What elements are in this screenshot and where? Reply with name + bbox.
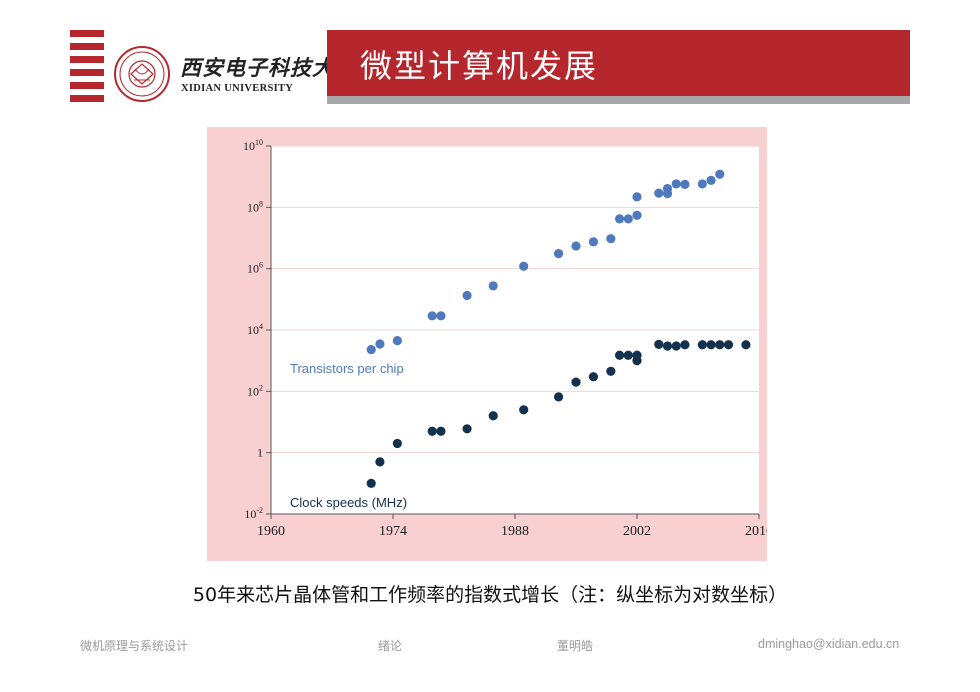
y-tick-exponent: 10 <box>255 138 263 147</box>
stripe <box>70 95 104 102</box>
stripe <box>70 82 104 89</box>
y-tick-label: 108 <box>247 199 263 214</box>
clock-speed-data-point <box>623 350 633 360</box>
footer-course: 微机原理与系统设计 <box>80 639 189 653</box>
clock-speed-data-point <box>706 340 716 350</box>
y-tick-label: 10-2 <box>244 506 263 521</box>
x-tick-labels: 1960 1974 1988 2002 2016 <box>257 524 767 539</box>
university-seal-logo <box>114 46 170 102</box>
transistor-data-point <box>632 192 642 202</box>
transistor-data-point <box>715 169 725 179</box>
transistor-data-point <box>427 311 437 321</box>
clock-speed-data-point <box>462 424 472 434</box>
y-tick-exponent: 4 <box>259 322 263 331</box>
series-label-transistors: Transistors per chip <box>290 361 404 376</box>
y-tick-label: 102 <box>247 383 263 398</box>
footer-author: 董明皓 <box>557 639 594 653</box>
clock-speed-data-point <box>519 405 529 415</box>
stripe <box>70 69 104 76</box>
clock-speed-data-point <box>553 392 564 402</box>
clock-speed-data-point <box>697 340 707 350</box>
clock-speed-data-point <box>571 377 581 387</box>
clock-speed-data-point <box>671 341 681 351</box>
stripe <box>70 30 104 37</box>
clock-speed-data-point <box>715 340 725 350</box>
transistor-data-point <box>519 261 529 271</box>
transistor-data-point <box>392 336 402 346</box>
clock-speed-data-point <box>606 366 616 376</box>
x-tick-label: 2016 <box>745 524 767 539</box>
y-tick-label: 104 <box>247 322 263 337</box>
y-tick-label: 1010 <box>243 138 263 153</box>
transistor-data-point <box>436 311 446 321</box>
stripe <box>70 43 104 50</box>
x-tick-label: 1960 <box>257 524 285 539</box>
grid-lines <box>271 145 759 454</box>
transistor-data-point <box>366 344 376 355</box>
axes <box>266 145 760 519</box>
clock-speed-data-point <box>614 350 625 360</box>
clock-speed-data-point <box>366 478 376 488</box>
clock-speed-data-point <box>436 426 446 436</box>
university-name-cn: 西安电子科技大学 <box>180 55 356 80</box>
university-name-en: XIDIAN UNIVERSITY <box>181 83 294 94</box>
y-tick-exponent: 8 <box>259 199 263 208</box>
transistor-data-point <box>654 188 664 198</box>
stripe <box>70 56 104 63</box>
clock-speed-data-point <box>741 340 751 350</box>
y-tick-label: 106 <box>247 261 263 276</box>
transistor-data-point <box>462 290 472 301</box>
transistor-data-point <box>680 179 690 189</box>
figure-caption: 50年来芯片晶体管和工作频率的指数式增长（注：纵坐标为对数坐标） <box>192 584 788 606</box>
transistor-data-point <box>375 339 385 349</box>
footer-chapter: 绪论 <box>378 639 403 653</box>
transistor-data-point <box>606 234 616 244</box>
transistor-data-point <box>662 183 673 194</box>
data-points <box>366 169 751 488</box>
clock-speed-data-point <box>662 341 673 351</box>
clock-speed-data-point <box>588 372 599 382</box>
transistor-data-point <box>697 179 707 189</box>
transistor-data-point <box>488 281 498 291</box>
series-label-clock-speeds: Clock speeds (MHz) <box>290 495 407 510</box>
clock-speed-data-point <box>488 411 498 421</box>
y-tick-exponent: 6 <box>259 261 263 270</box>
x-tick-label: 2002 <box>623 524 651 539</box>
footer-email: dminghao@xidian.edu.cn <box>758 637 900 651</box>
y-tick-label: 1 <box>257 446 263 460</box>
x-tick-label: 1974 <box>379 524 407 539</box>
header-stripes <box>70 30 104 108</box>
clock-speed-data-point <box>392 438 402 449</box>
x-tick-label: 1988 <box>501 524 529 539</box>
transistor-data-point <box>706 175 716 185</box>
clock-speed-data-point <box>427 426 437 436</box>
slide-title: 微型计算机发展 <box>360 47 599 85</box>
clock-speed-data-point <box>375 457 385 467</box>
transistor-data-point <box>588 237 599 247</box>
transistor-data-point <box>671 179 681 189</box>
clock-speed-data-point <box>632 356 642 366</box>
transistor-data-point <box>623 214 633 224</box>
transistor-data-point <box>632 210 642 220</box>
clock-speed-data-point <box>654 339 664 349</box>
y-tick-exponent: 2 <box>259 383 263 392</box>
transistor-data-point <box>553 248 564 259</box>
clock-speed-data-point <box>680 340 690 350</box>
transistor-data-point <box>614 214 625 224</box>
title-underline <box>327 96 910 104</box>
transistor-data-point <box>571 241 581 251</box>
y-tick-exponent: -2 <box>256 506 263 515</box>
title-banner <box>327 30 910 96</box>
clock-speed-data-point <box>723 340 734 350</box>
